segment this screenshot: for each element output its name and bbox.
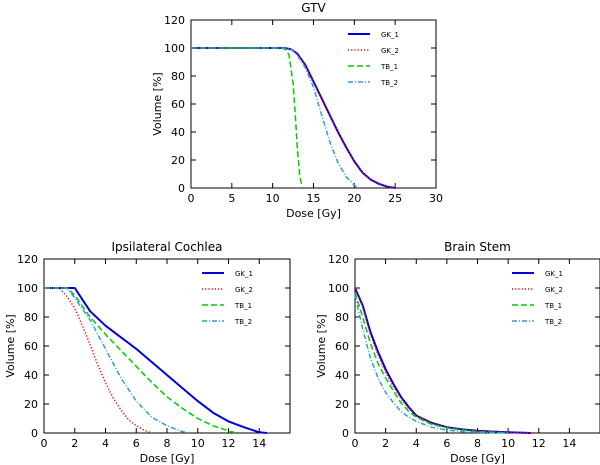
chart-1-series-tb-1 [44,287,237,434]
panel-gtv: GTV 0 5 10 15 20 25 30 0 20 40 60 80 100 120 Dose [Gy] V… [151,1,443,220]
chart-0-x-tick-label: 15 [307,192,321,205]
chart-2-series-gk-1 [354,287,532,434]
chart-2-series-tb-2 [354,295,509,434]
chart-1-y-axis-label: Volume [%] [4,314,17,377]
chart-0-y-axis-label: Volume [%] [151,72,164,135]
chart-2-x-tick-label: 14 [562,437,576,450]
chart-0-x-tick-label: 20 [347,192,361,205]
chart-1-x-axis-label: Dose [Gy] [140,452,195,465]
chart-0-legend-label-gk-1: GK_1 [381,31,399,39]
chart-2-x-tick-label: 4 [413,437,420,450]
chart-0-y-tick-label: 40 [171,126,185,139]
chart-0-title: GTV [301,1,326,15]
chart-2-legend-label-tb-1: TB_1 [544,302,562,310]
chart-2-y-tick-label: 20 [335,398,349,411]
chart-2-legend-label-tb-2: TB_2 [544,318,562,326]
chart-2-y-tick-label: 80 [335,311,349,324]
chart-1-x-tick-label: 12 [222,437,236,450]
chart-1-title: Ipsilateral Cochlea [112,240,223,254]
chart-0-x-tick-label: 25 [388,192,402,205]
chart-0-y-tick-label: 120 [164,14,185,27]
chart-1-y-tick-label: 60 [24,340,38,353]
chart-0-x-tick-label: 5 [228,192,235,205]
panel-ipsilateral-cochlea: Ipsilateral Cochlea 0 2 4 6 8 10 12 14 0 20 40 60 80 1… [4,240,291,465]
chart-2-x-axis-label: Dose [Gy] [450,452,505,465]
chart-2-series-tb-1 [354,292,509,434]
chart-1-x-tick-label: 14 [252,437,266,450]
chart-2-title: Brain Stem [444,240,511,254]
chart-0-series-tb-2 [191,47,359,189]
chart-0-y-tick-label: 80 [171,70,185,83]
chart-2-y-tick-label: 60 [335,340,349,353]
chart-1-y-tick-label: 0 [31,427,38,440]
chart-2-legend-label-gk-1: GK_1 [545,270,563,278]
chart-1-series-gk-1 [44,287,267,434]
chart-0-x-axis-label: Dose [Gy] [286,207,341,220]
chart-0-x-tick-label: 30 [429,192,443,205]
chart-2-y-tick-label: 120 [328,253,349,266]
chart-1-legend-label-gk-2: GK_2 [235,286,253,294]
chart-1-x-tick-label: 6 [133,437,140,450]
chart-2-x-tick-label: 0 [352,437,359,450]
chart-0-series-tb-1 [191,47,303,189]
chart-0-plot-frame [190,19,437,189]
chart-2-plot-frame [354,258,600,434]
chart-1-series-gk-2 [44,287,152,434]
chart-2-x-tick-label: 10 [501,437,515,450]
chart-1-y-tick-label: 80 [24,311,38,324]
chart-0-x-tick-label: 0 [188,192,195,205]
chart-1-x-tick-label: 4 [102,437,109,450]
chart-0-legend-label-tb-1: TB_1 [380,63,398,71]
chart-1-series-tb-2 [44,287,191,434]
chart-0-y-tick-label: 100 [164,42,185,55]
chart-0-legend-label-tb-2: TB_2 [380,79,398,87]
chart-1-legend-label-gk-1: GK_1 [235,270,253,278]
chart-1-x-tick-label: 8 [164,437,171,450]
panel-brain-stem: Brain Stem 0 2 4 6 8 10 12 14 0 20 40 60 80 100 120 Dose… [315,240,600,465]
chart-2-x-tick-label: 6 [443,437,450,450]
chart-2-x-tick-label: 8 [474,437,481,450]
chart-1-y-tick-label: 100 [17,282,38,295]
chart-1-y-tick-label: 20 [24,398,38,411]
chart-1-x-tick-label: 10 [191,437,205,450]
chart-0-series-gk-2 [191,47,396,189]
chart-1-x-tick-label: 0 [41,437,48,450]
chart-1-y-tick-label: 40 [24,369,38,382]
chart-1-plot-frame [43,258,291,434]
chart-1-x-tick-label: 2 [71,437,78,450]
chart-0-y-tick-label: 0 [178,182,185,195]
chart-2-y-tick-label: 40 [335,369,349,382]
chart-1-legend-label-tb-2: TB_2 [234,318,252,326]
chart-0-y-tick-label: 20 [171,154,185,167]
chart-2-y-axis-label: Volume [%] [315,314,328,377]
chart-2-legend-label-gk-2: GK_2 [545,286,563,294]
chart-2-x-tick-label: 2 [382,437,389,450]
chart-0-y-tick-label: 60 [171,98,185,111]
chart-2-y-tick-label: 0 [342,427,349,440]
chart-0-legend-label-gk-2: GK_2 [381,47,399,55]
chart-1-legend-label-tb-1: TB_1 [234,302,252,310]
chart-2-y-tick-label: 100 [328,282,349,295]
chart-0-x-tick-label: 10 [266,192,280,205]
chart-0-series-gk-1 [191,47,396,189]
chart-2-x-tick-label: 12 [532,437,546,450]
chart-1-y-tick-label: 120 [17,253,38,266]
